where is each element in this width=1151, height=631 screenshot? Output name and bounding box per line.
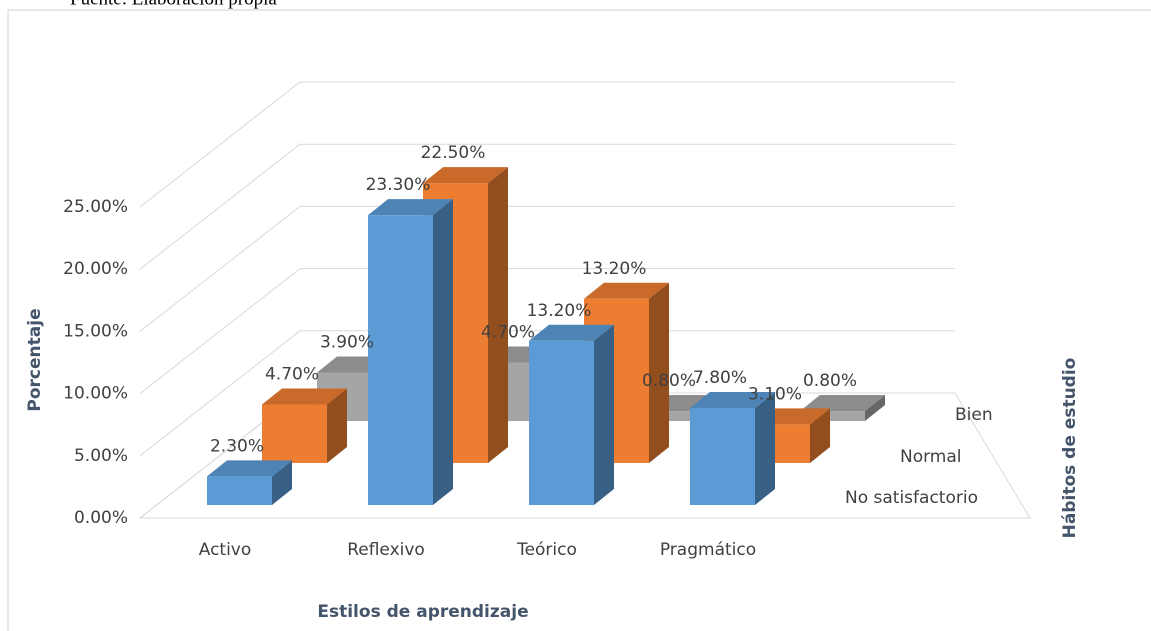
caption: Fuente: Elaboración propia: [70, 0, 277, 9]
data-label: 4.70%: [265, 365, 319, 385]
bar-side: [810, 408, 830, 463]
bar-top: [690, 391, 775, 408]
grid-line: [139, 268, 301, 394]
data-label: 23.30%: [366, 175, 431, 195]
y-tick-label: 10.00%: [63, 384, 128, 404]
bar: [690, 407, 755, 505]
bar: [262, 404, 327, 463]
x-tick-label: Activo: [199, 540, 252, 560]
data-label: 4.70%: [481, 323, 535, 343]
depth-label: Bien: [955, 405, 993, 425]
data-label: 3.90%: [320, 332, 374, 352]
bar-top: [368, 199, 453, 216]
depth-label: No satisfactorio: [845, 488, 978, 508]
y-axis-title: Porcentaje: [25, 308, 45, 411]
bar-top: [207, 460, 292, 477]
x-axis-title: Estilos de aprendizaje: [317, 602, 528, 622]
bar-side: [649, 282, 669, 463]
data-label: 13.20%: [527, 301, 592, 321]
bar: [207, 476, 272, 505]
bar: [368, 215, 433, 505]
data-label: 0.80%: [803, 371, 857, 391]
bar-side: [488, 167, 508, 463]
y-tick-label: 5.00%: [74, 446, 128, 466]
bar-side: [865, 395, 885, 421]
data-label: 22.50%: [421, 143, 486, 163]
bar-side: [433, 199, 453, 505]
y-tick-label: 20.00%: [63, 259, 128, 279]
grid-line: [139, 330, 301, 457]
bar: [529, 340, 594, 505]
z-axis-title: Hábitos de estudio: [1060, 358, 1080, 539]
bar-side: [272, 460, 292, 505]
bar-side: [755, 391, 775, 505]
x-tick-label: Pragmático: [660, 540, 756, 560]
y-tick-label: 25.00%: [63, 197, 128, 217]
bar-side: [594, 324, 614, 505]
bar-top: [800, 395, 885, 412]
grid-line: [139, 143, 301, 270]
x-tick-label: Reflexivo: [347, 540, 425, 560]
depth-label: Normal: [900, 447, 962, 467]
bar: [639, 411, 704, 421]
y-tick-label: 15.00%: [63, 321, 128, 341]
bar-top: [529, 324, 614, 341]
grid-line: [139, 206, 301, 332]
bar-top: [262, 388, 347, 405]
data-label: 13.20%: [582, 259, 647, 279]
grid-line: [139, 81, 301, 208]
data-label: 2.30%: [210, 436, 264, 456]
bar-top: [423, 167, 508, 184]
bar: [800, 411, 865, 421]
data-label: 7.80%: [693, 368, 747, 388]
data-label: 0.80%: [642, 371, 696, 391]
data-label: 3.10%: [748, 384, 802, 404]
y-tick-label: 0.00%: [74, 508, 128, 528]
x-tick-label: Teórico: [516, 540, 577, 560]
bar-side: [327, 388, 347, 463]
bar-top: [584, 282, 669, 299]
frame: [7, 9, 1151, 631]
